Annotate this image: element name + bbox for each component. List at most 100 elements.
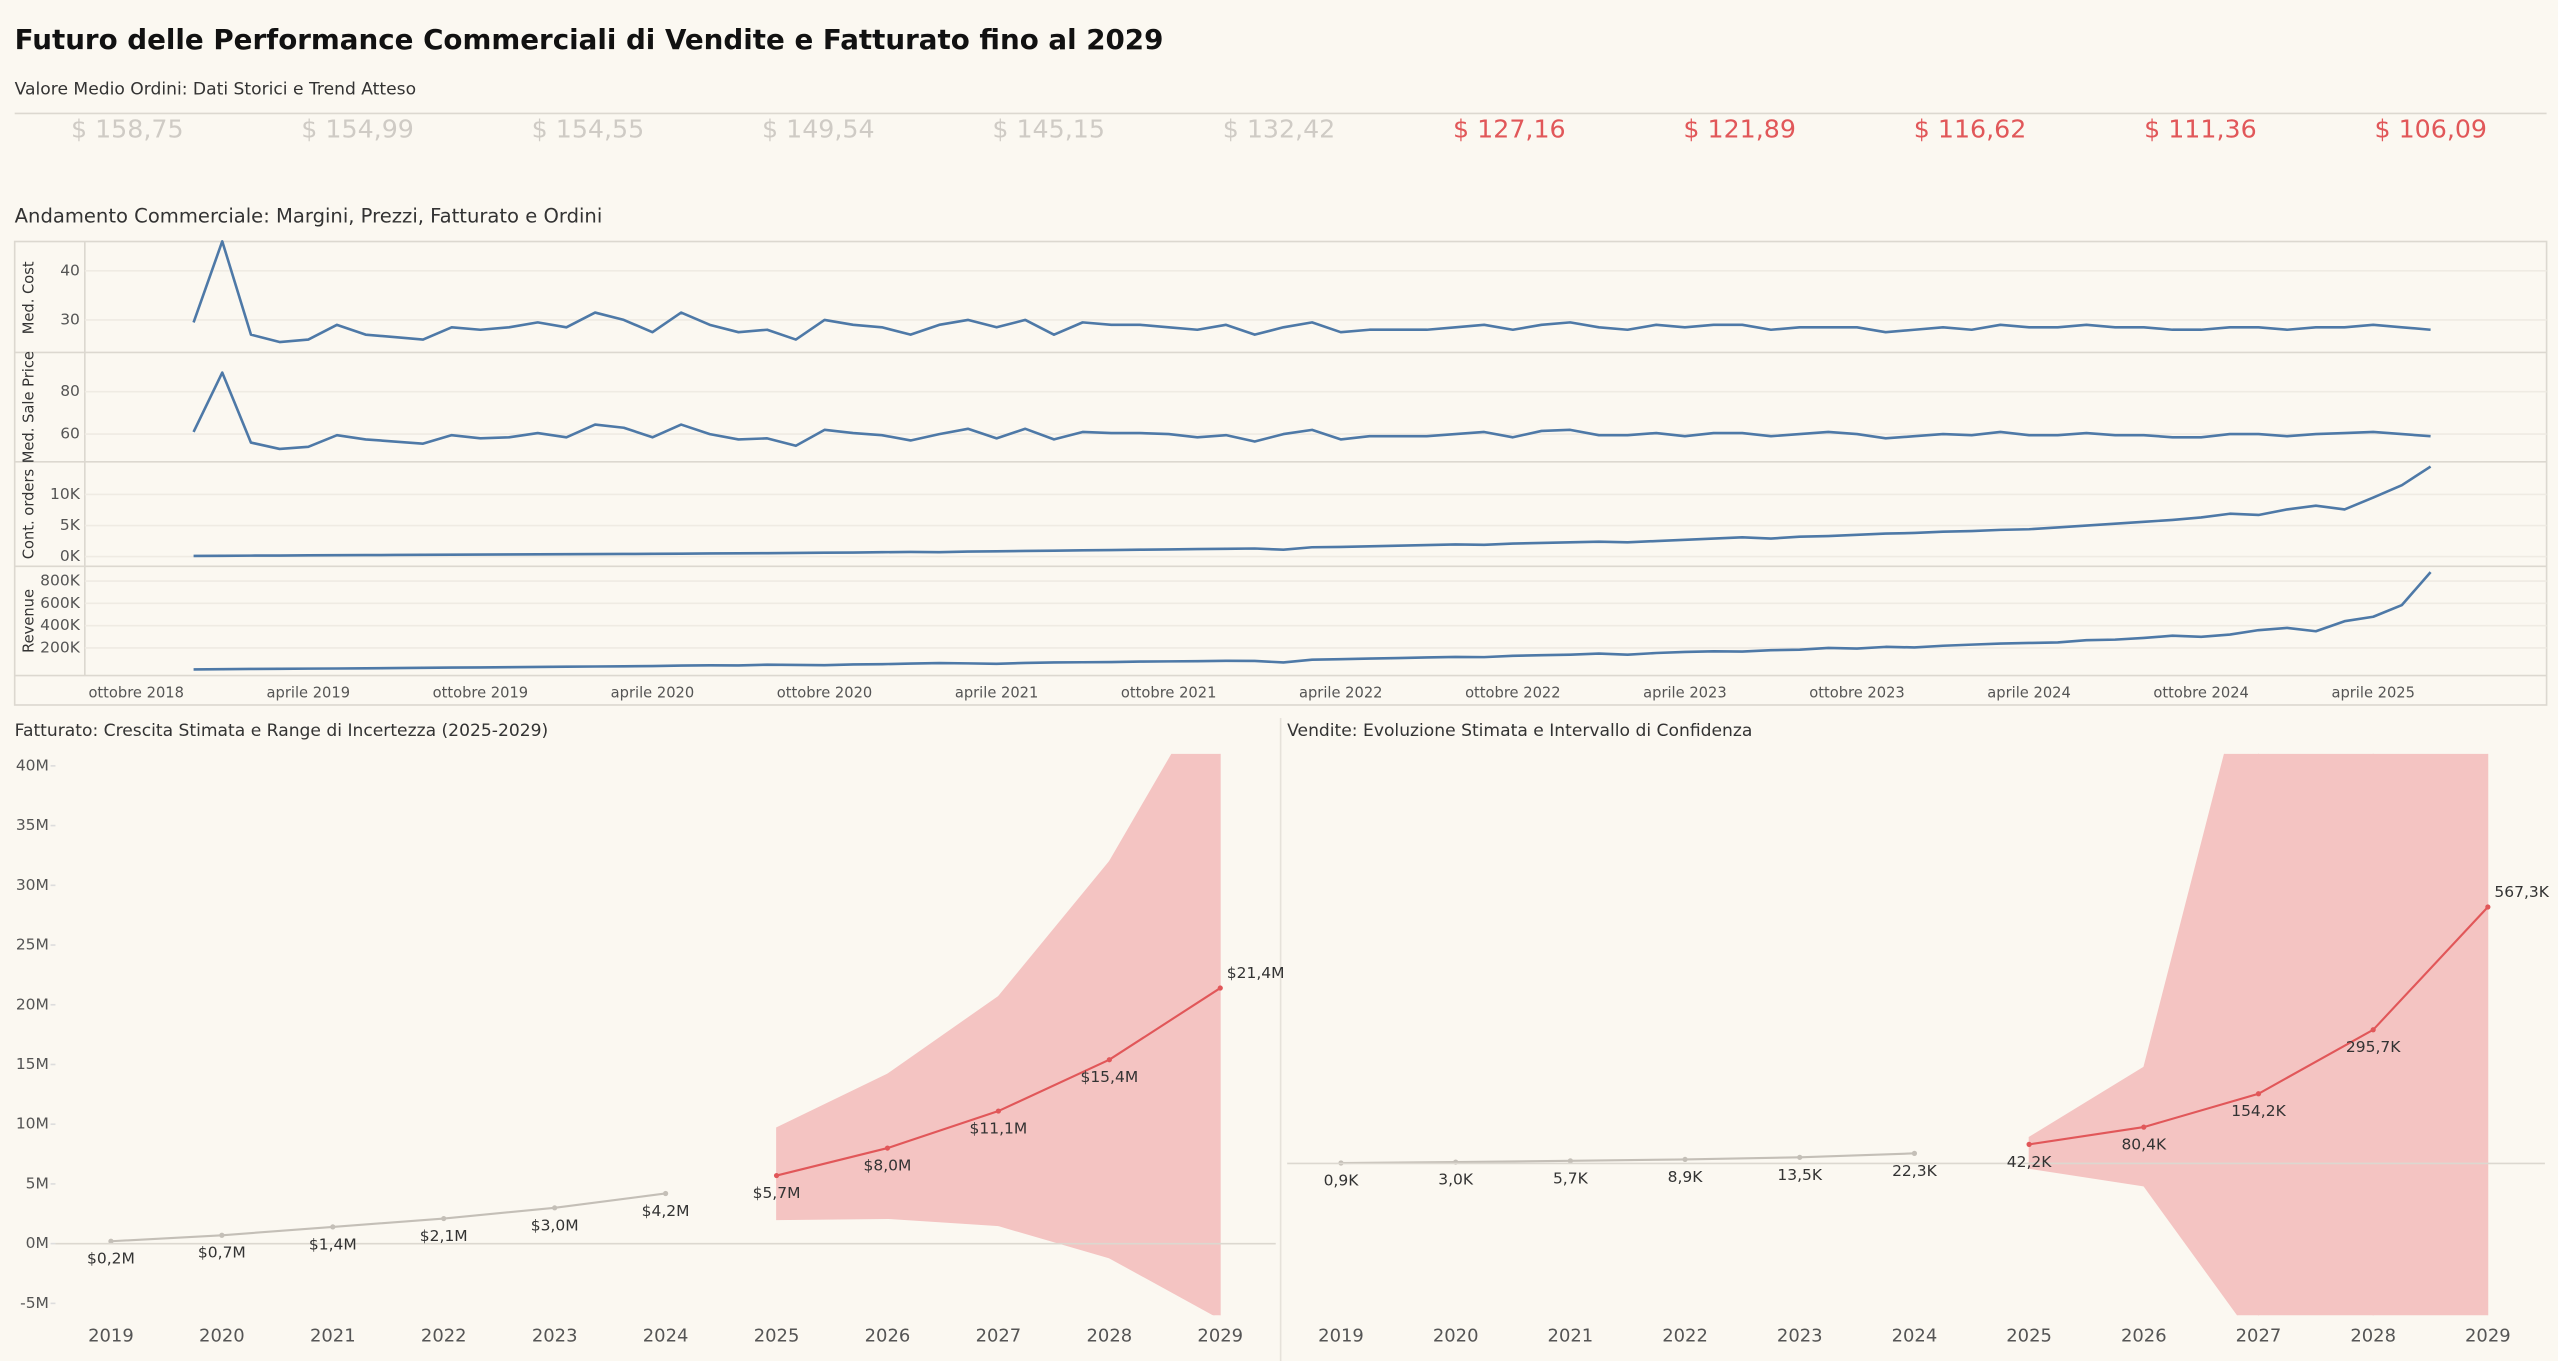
kpi-value: $ 116,62 — [1914, 115, 2027, 144]
series-line — [193, 571, 2432, 671]
x-tick-label: 2020 — [1433, 1326, 1479, 1347]
y-tick-label: 35M — [16, 816, 49, 834]
data-label: 80,4K — [2121, 1136, 2167, 1154]
series-line — [1340, 1152, 1915, 1165]
data-label: 295,7K — [2346, 1038, 2401, 1056]
x-tick-label: 2023 — [1777, 1326, 1823, 1347]
confidence-band — [2143, 753, 2259, 1316]
section-title: Andamento Commerciale: Margini, Prezzi, … — [15, 205, 603, 228]
data-label: $1,4M — [309, 1235, 357, 1253]
y-tick-label: 10M — [16, 1115, 49, 1133]
y-tick-label: 40 — [60, 261, 80, 279]
x-tick-label: aprile 2025 — [2331, 685, 2415, 702]
x-tick-label: 2029 — [1197, 1326, 1243, 1347]
confidence-band — [2372, 753, 2489, 1316]
series-line — [192, 240, 2431, 344]
series-line — [192, 371, 2431, 451]
x-tick-label: aprile 2022 — [1299, 685, 1383, 702]
x-tick-label: aprile 2021 — [955, 685, 1039, 702]
data-label: $5,7M — [753, 1184, 801, 1202]
data-point — [441, 1215, 447, 1222]
x-tick-label: ottobre 2024 — [2153, 685, 2249, 702]
data-label: 154,2K — [2231, 1102, 2286, 1120]
x-tick-label: 2026 — [865, 1326, 911, 1347]
series-line — [110, 1192, 666, 1243]
data-label: 22,3K — [1892, 1162, 1938, 1180]
x-tick-label: 2027 — [2236, 1326, 2282, 1347]
y-tick-label: 5M — [26, 1174, 49, 1192]
data-label: 5,7K — [1553, 1169, 1589, 1187]
dashboard-title: Futuro delle Performance Commerciali di … — [15, 23, 1164, 56]
kpi-value: $ 154,55 — [532, 115, 645, 144]
kpi-value: $ 111,36 — [2144, 115, 2257, 144]
data-point — [662, 1190, 669, 1197]
x-tick-label: 2022 — [421, 1326, 467, 1347]
x-tick-label: 2021 — [310, 1326, 356, 1347]
x-tick-label: ottobre 2023 — [1809, 685, 1905, 702]
x-tick-label: 2025 — [754, 1326, 800, 1347]
x-tick-label: aprile 2020 — [611, 685, 695, 702]
x-tick-label: ottobre 2018 — [88, 685, 184, 702]
x-tick-label: 2024 — [643, 1326, 689, 1347]
kpi-value: $ 121,89 — [1683, 115, 1796, 144]
panel-label: Cont. orders — [20, 469, 37, 559]
kpi-value: $ 154,99 — [301, 115, 414, 144]
data-point — [1567, 1158, 1573, 1164]
data-point — [2370, 1027, 2376, 1033]
y-tick-label: 80 — [60, 382, 80, 400]
series-line — [193, 465, 2432, 558]
x-tick-label: 2019 — [88, 1326, 134, 1347]
kpi-value: $ 158,75 — [71, 115, 184, 144]
plot-area — [108, 753, 1223, 1316]
panel-label: Med. Cost — [20, 261, 37, 334]
data-label: $2,1M — [420, 1227, 468, 1245]
x-tick-label: 2028 — [1087, 1326, 1133, 1347]
data-point — [2485, 904, 2491, 910]
plot-area — [1338, 753, 2491, 1316]
y-tick-label: 60 — [60, 425, 80, 443]
data-label: 567,3K — [2494, 883, 2549, 901]
confidence-band — [997, 860, 1110, 1259]
x-tick-label: 2023 — [532, 1326, 578, 1347]
confidence-band — [1108, 753, 1221, 1316]
data-point — [1682, 1156, 1688, 1163]
x-tick-label: 2028 — [2350, 1326, 2396, 1347]
x-tick-label: aprile 2024 — [1987, 685, 2071, 702]
confidence-band — [887, 995, 999, 1227]
y-tick-label: 600K — [40, 594, 81, 612]
x-tick-label: 2019 — [1318, 1326, 1364, 1347]
data-point — [2026, 1141, 2032, 1147]
y-tick-label: 0K — [60, 547, 81, 565]
data-label: 13,5K — [1777, 1166, 1823, 1184]
x-tick-label: 2020 — [199, 1326, 245, 1347]
y-tick-label: 0M — [26, 1234, 49, 1252]
data-label: $8,0M — [864, 1157, 912, 1175]
data-label: $21,4M — [1227, 964, 1285, 982]
data-label: $11,1M — [970, 1120, 1028, 1138]
y-tick-label: 20M — [16, 995, 49, 1013]
confidence-band — [2258, 753, 2374, 1316]
y-tick-label: 30 — [60, 310, 80, 328]
data-point — [552, 1205, 558, 1211]
data-point — [1797, 1154, 1803, 1160]
x-tick-label: ottobre 2020 — [777, 685, 873, 702]
data-point — [884, 1145, 891, 1151]
data-point — [2141, 1124, 2147, 1130]
x-tick-label: ottobre 2022 — [1465, 685, 1561, 702]
kpi-value: $ 106,09 — [2374, 115, 2487, 144]
data-label: $3,0M — [531, 1216, 579, 1234]
kpi-value: $ 145,15 — [992, 115, 1105, 144]
data-point — [995, 1108, 1002, 1114]
x-tick-label: 2024 — [1892, 1326, 1938, 1347]
x-tick-label: aprile 2023 — [1643, 685, 1727, 702]
data-point — [330, 1224, 336, 1230]
data-label: $4,2M — [642, 1202, 690, 1220]
data-label: 42,2K — [2007, 1153, 2053, 1171]
data-label: 8,9K — [1668, 1168, 1704, 1186]
y-tick-label: 5K — [60, 516, 81, 534]
x-tick-label: 2021 — [1548, 1326, 1594, 1347]
x-tick-label: 2029 — [2465, 1326, 2511, 1347]
data-point — [1106, 1057, 1112, 1063]
